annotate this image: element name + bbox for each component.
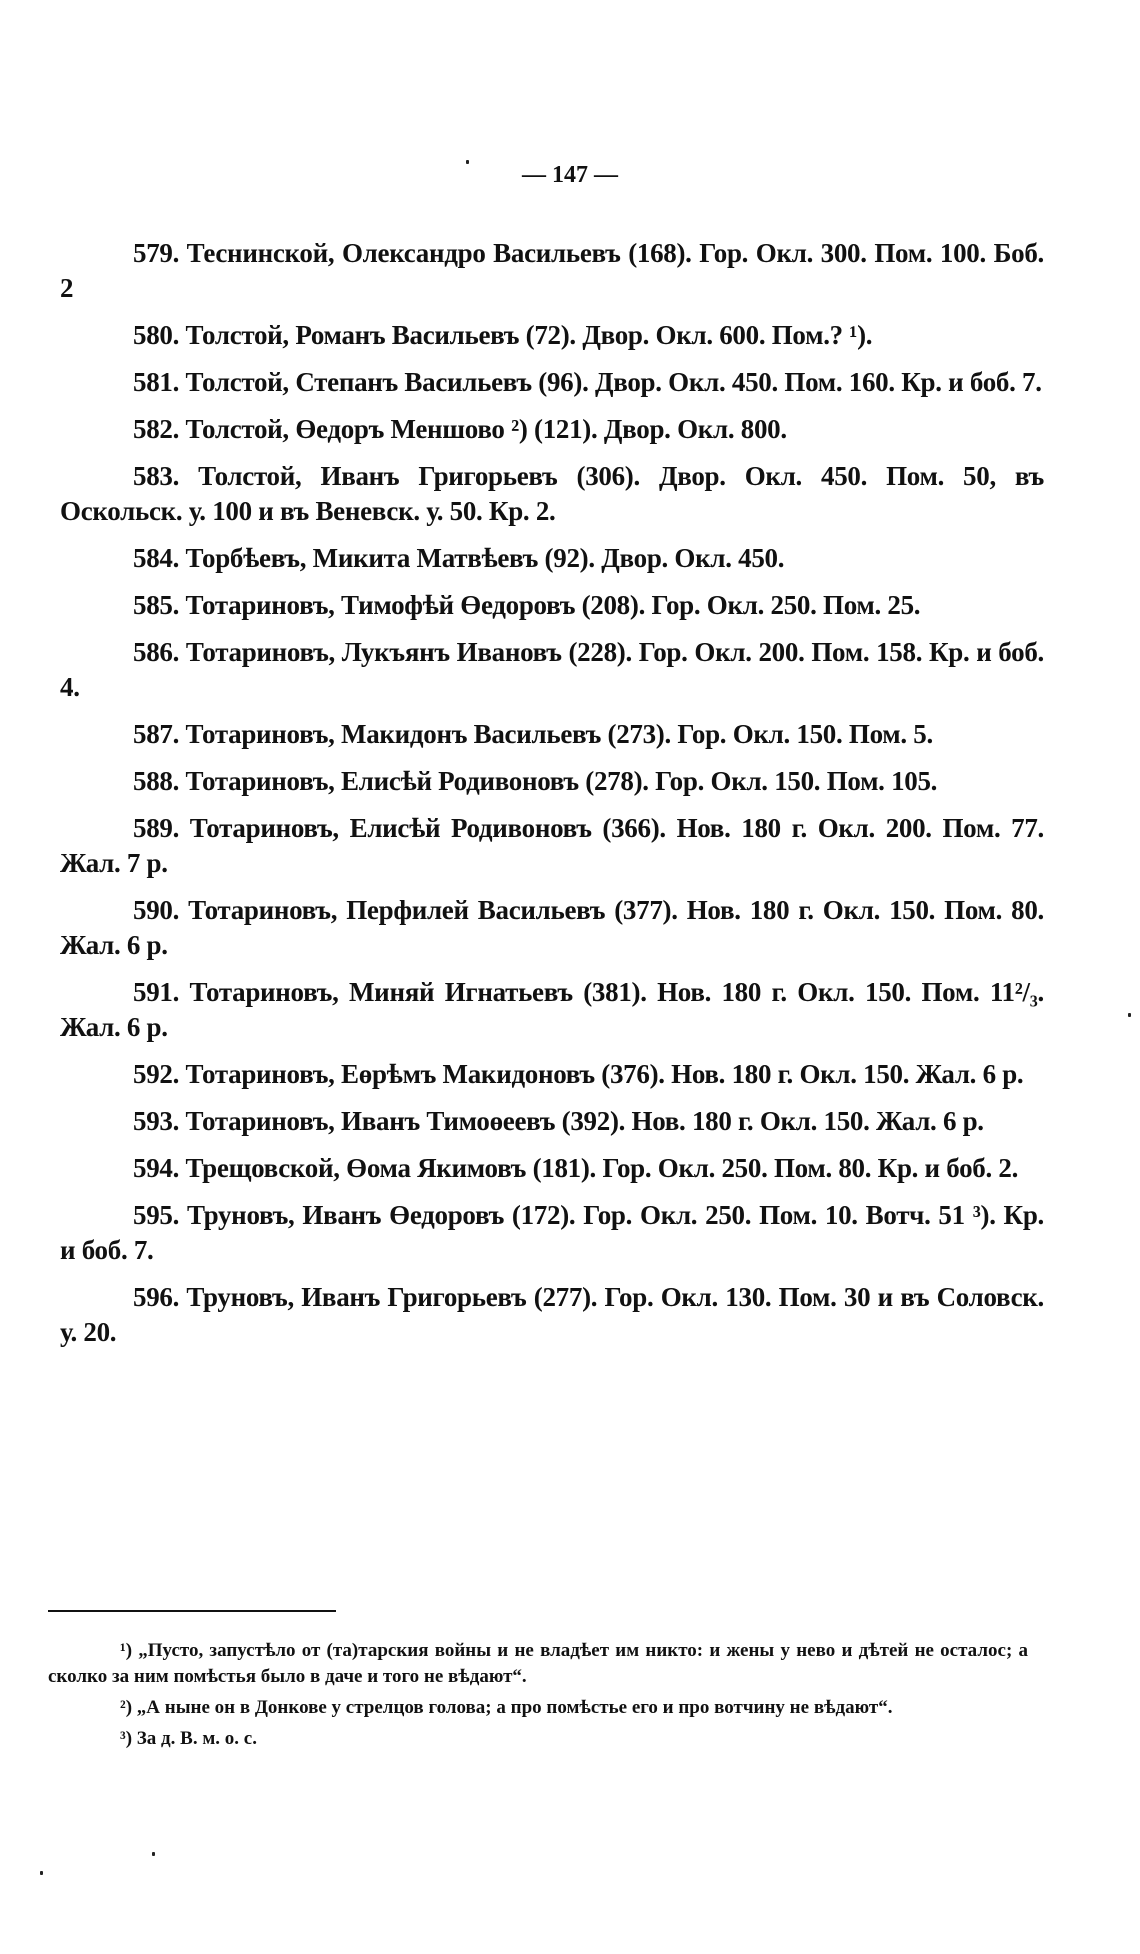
scan-speck (1128, 1013, 1131, 1017)
entry-588: 588. Тотариновъ, Елисѣй Родивоновъ (278)… (133, 766, 938, 796)
footnote-2: ²) „А ныне он в Донкове у стрелцов голов… (120, 1697, 893, 1718)
footnotes: ¹) „Пусто, запустѣло от (та)тарския войн… (48, 1638, 1028, 1757)
entry-590: 590. Тотариновъ, Перфилей Васильевъ (377… (60, 895, 1044, 960)
entry-583: 583. Толстой, Иванъ Григорьевъ (306). Дв… (60, 461, 1044, 526)
entry-594: 594. Трещовской, Өома Якимовъ (181). Гор… (133, 1153, 1019, 1183)
entry-591: 591. Тотариновъ, Миняй Игнатьевъ (381). … (60, 977, 1044, 1042)
entry-589: 589. Тотариновъ, Елисѣй Родивоновъ (366)… (60, 813, 1044, 878)
entry-587: 587. Тотариновъ, Макидонъ Васильевъ (273… (133, 719, 933, 749)
entry-596: 596. Труновъ, Иванъ Григорьевъ (277). Го… (60, 1282, 1044, 1347)
entry-595: 595. Труновъ, Иванъ Өедоровъ (172). Гор.… (60, 1200, 1044, 1265)
footnote-1: ¹) „Пусто, запустѣло от (та)тарския войн… (48, 1640, 1028, 1687)
entry-586: 586. Тотариновъ, Лукъянъ Ивановъ (228). … (60, 637, 1044, 702)
entry-593: 593. Тотариновъ, Иванъ Тимоөеевъ (392). … (133, 1106, 984, 1136)
entry-581: 581. Толстой, Степанъ Васильевъ (96). Дв… (133, 367, 1042, 397)
scan-speck (40, 1871, 43, 1875)
entry-592: 592. Тотариновъ, Еөрѣмъ Макидоновъ (376)… (133, 1059, 1024, 1089)
entry-580: 580. Толстой, Романъ Васильевъ (72). Дво… (133, 320, 873, 350)
entry-582: 582. Толстой, Өедоръ Меншово ²) (121). Д… (133, 414, 787, 444)
footnote-3: ³) За д. В. м. о. с. (120, 1728, 257, 1749)
entry-list: 579. Теснинской, Олександро Васильевъ (1… (60, 236, 1044, 1362)
footnote-divider (48, 1610, 336, 1612)
scan-speck (466, 160, 469, 164)
entry-579: 579. Теснинской, Олександро Васильевъ (1… (60, 238, 1044, 303)
page-number: — 147 — (522, 162, 618, 188)
entry-584: 584. Торбѣевъ, Микита Матвѣевъ (92). Дво… (133, 543, 785, 573)
entry-585: 585. Тотариновъ, Тимофѣй Өедоровъ (208).… (133, 590, 921, 620)
scan-speck (152, 1852, 155, 1856)
